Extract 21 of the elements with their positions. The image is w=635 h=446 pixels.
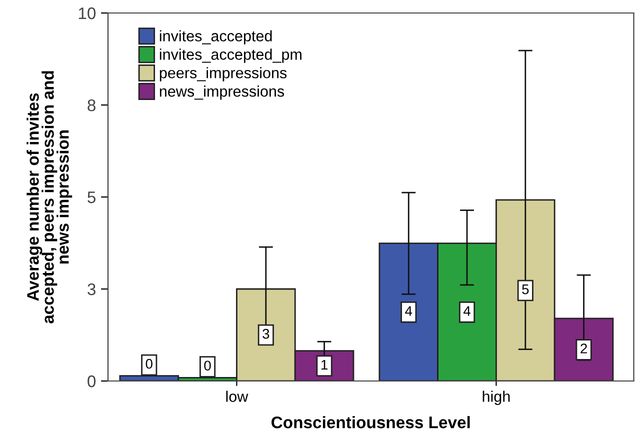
y-tick-label: 10 xyxy=(78,7,96,20)
legend-label: peers_impressions xyxy=(160,67,287,82)
data-label: 4 xyxy=(405,306,412,316)
y-tick-label: 3 xyxy=(88,283,96,296)
data-label: 2 xyxy=(580,344,587,354)
y-tick-label: 0 xyxy=(88,375,96,388)
data-label: 0 xyxy=(204,360,211,371)
legend-label: invites_accepted_pm xyxy=(160,48,302,63)
data-label: 1 xyxy=(321,360,328,370)
legend-label: news_impressions xyxy=(160,86,284,100)
data-label: 3 xyxy=(262,328,270,339)
data-label: 0 xyxy=(146,358,152,369)
x-axis-title: Conscientiousness Level xyxy=(272,416,470,428)
legend-label: invites_accepted xyxy=(160,30,272,44)
x-tick-label: low xyxy=(226,390,248,402)
y-tick-label: 5 xyxy=(88,192,96,204)
y-tick-label: 8 xyxy=(88,99,96,112)
y-axis-title: Average number of invites accepted, peers impression and news impression xyxy=(26,71,72,324)
data-label: 5 xyxy=(522,284,529,294)
data-label: 4 xyxy=(463,306,470,316)
x-tick-label: high xyxy=(482,390,510,405)
